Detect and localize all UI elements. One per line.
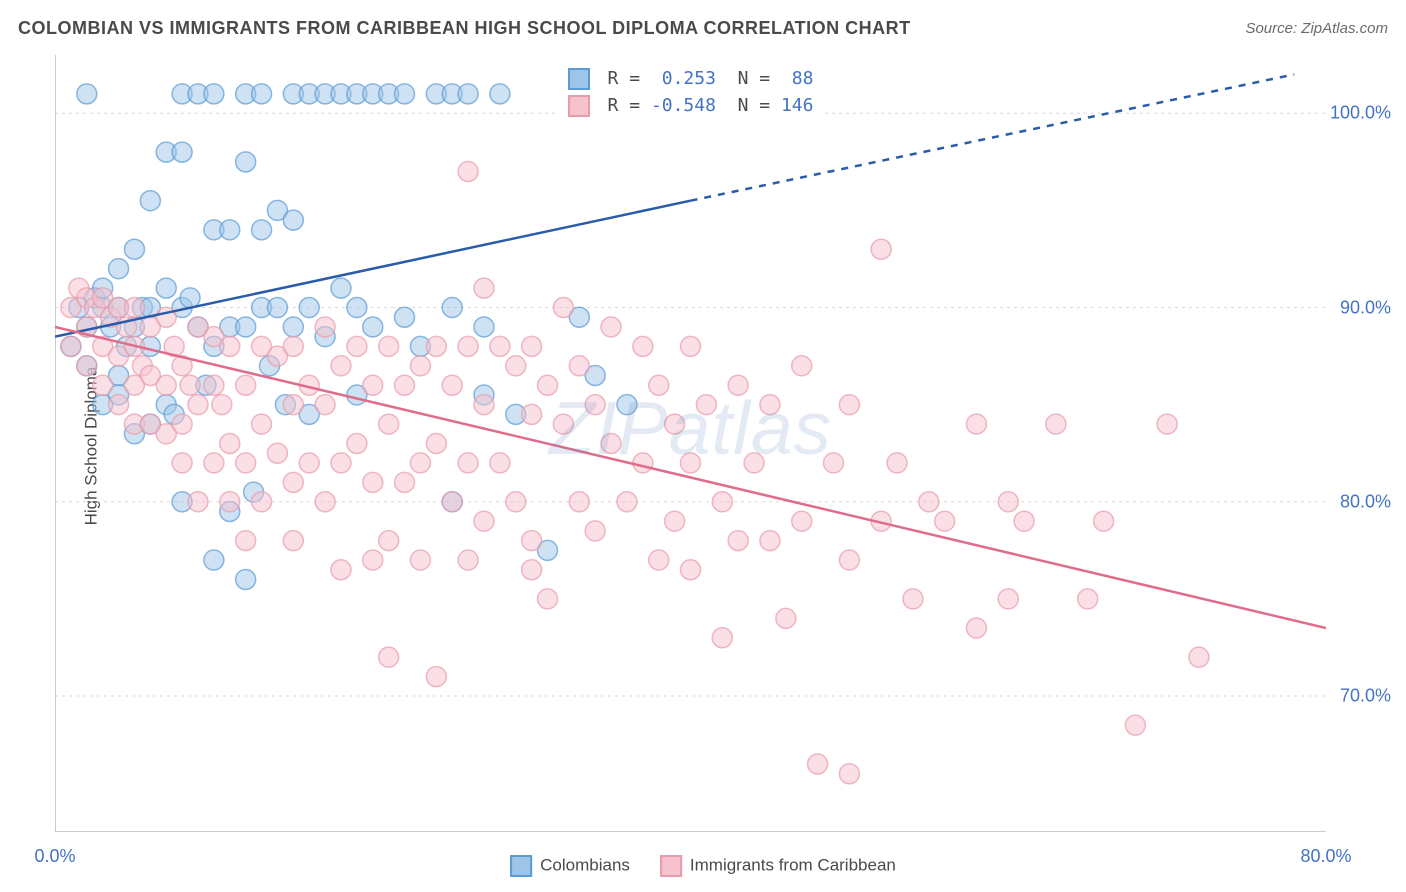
legend-item: Colombians (510, 855, 630, 877)
source-label: Source: ZipAtlas.com (1245, 20, 1388, 37)
chart-title: COLOMBIAN VS IMMIGRANTS FROM CARIBBEAN H… (18, 18, 911, 39)
legend-swatch (660, 855, 682, 877)
y-tick-label: 70.0% (1340, 686, 1391, 707)
x-tick-label: 80.0% (1300, 846, 1351, 867)
x-tick-label: 0.0% (34, 846, 75, 867)
y-tick-label: 90.0% (1340, 297, 1391, 318)
legend-swatch (568, 68, 590, 90)
legend-item: Immigrants from Caribbean (660, 855, 896, 877)
legend-stats-box: R = 0.253 N = 88R = -0.548 N = 146 (556, 59, 826, 125)
y-tick-label: 100.0% (1330, 103, 1391, 124)
legend-swatch (568, 95, 590, 117)
legend-stat-row: R = -0.548 N = 146 (568, 92, 814, 119)
legend-stat-row: R = 0.253 N = 88 (568, 65, 814, 92)
legend-label: Immigrants from Caribbean (690, 855, 896, 874)
scatter-chart: ZIPatlas R = 0.253 N = 88R = -0.548 N = … (55, 55, 1326, 832)
legend-bottom: Colombians Immigrants from Caribbean (510, 855, 896, 877)
legend-label: Colombians (540, 855, 630, 874)
chart-svg (55, 55, 1326, 832)
y-tick-label: 80.0% (1340, 491, 1391, 512)
legend-swatch (510, 855, 532, 877)
